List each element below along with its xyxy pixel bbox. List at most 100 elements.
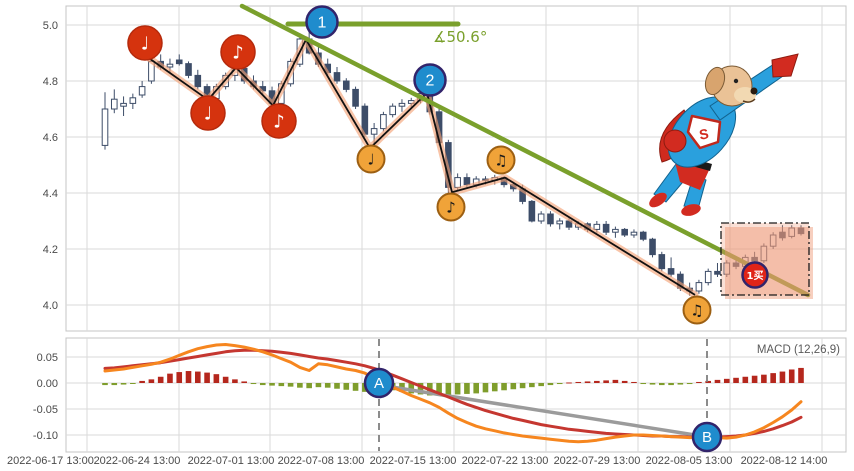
macd-histogram-bar <box>723 378 730 383</box>
macd-axis-tick: -0.05 <box>33 404 58 416</box>
candle-body <box>333 72 341 82</box>
macd-dea-line <box>103 348 803 439</box>
macd-histogram-bar <box>788 369 795 383</box>
orange-note-icon: ♪ <box>446 199 456 217</box>
macd-histogram-bar <box>686 383 693 385</box>
macd-histogram-bar <box>204 372 210 383</box>
dog-nose <box>750 87 758 95</box>
macd-dif-line <box>103 343 803 444</box>
macd-histogram-bar <box>482 383 489 393</box>
candle-body <box>194 74 202 88</box>
macd-histogram-bar <box>306 383 312 389</box>
macd-histogram-bar <box>538 383 544 387</box>
macd-histogram-bar <box>705 380 711 383</box>
macd-histogram-bar <box>436 383 442 396</box>
macd-histogram-bar <box>139 380 145 383</box>
buy-zone-shadow <box>725 227 813 299</box>
candle-body <box>639 231 647 240</box>
orange-note-marker[interactable] <box>486 145 516 175</box>
dog-eye <box>733 78 739 84</box>
red-note-marker[interactable] <box>127 25 163 61</box>
time-axis-tick: 2022-08-05 13:00 <box>646 455 733 467</box>
macd-histogram-bar <box>603 380 609 383</box>
candle-body <box>138 86 146 96</box>
time-axis-tick: 2022-07-29 13:00 <box>554 455 641 467</box>
macd-histogram-bar <box>250 383 257 385</box>
red-note-icon: ♩ <box>141 34 150 55</box>
candle-body <box>352 88 359 107</box>
macd-point-label: B <box>702 429 712 446</box>
macd-histogram-bar <box>278 383 285 387</box>
candle-body <box>612 228 619 233</box>
axis-labels-layer: 5.0 4.8 4.6 4.4 4.2 4.0 0.05 0.00 -0.05 -0.10 2022… <box>7 20 827 467</box>
macd-histogram-bar <box>798 367 804 383</box>
price-axis-tick: 4.6 <box>43 132 58 144</box>
candle-body <box>732 262 740 267</box>
red-note-marker[interactable] <box>220 34 256 70</box>
macd-histogram-bar <box>454 383 461 395</box>
macd-histogram-bar <box>659 383 665 386</box>
resistance-trendline[interactable] <box>239 3 811 298</box>
orange-note-marker[interactable] <box>682 295 712 325</box>
wave-number-label: 2 <box>426 73 435 90</box>
wave-number-marker-2[interactable] <box>413 63 447 97</box>
candle-body <box>695 282 703 292</box>
time-axis-tick: 2022-06-17 13:00 <box>7 455 94 467</box>
candle-body <box>166 63 174 68</box>
price-axis-tick: 4.4 <box>43 188 58 200</box>
candle-body <box>528 200 536 222</box>
candle-body <box>723 262 731 275</box>
candle-body <box>593 223 601 230</box>
macd-histogram-bar <box>621 380 628 383</box>
macd-point-marker-A[interactable] <box>363 367 395 399</box>
candle-body <box>630 231 638 236</box>
time-axis-tick: 2022-08-12 14:00 <box>741 455 828 467</box>
candle-body <box>649 238 656 256</box>
macd-histogram-bar <box>195 371 201 383</box>
macd-point-marker-B[interactable] <box>691 421 723 453</box>
macd-ab-trendline[interactable] <box>377 383 716 440</box>
macd-histogram-bar <box>751 375 758 383</box>
red-note-marker[interactable] <box>190 95 226 131</box>
macd-histogram-bar <box>584 381 591 383</box>
macd-histogram-bar <box>510 383 517 390</box>
macd-params-label: MACD (12,26,9) <box>757 344 840 356</box>
candle-body <box>797 227 805 235</box>
orange-note-marker[interactable] <box>356 144 386 174</box>
macd-histogram-bar <box>696 381 702 383</box>
macd-panel-border <box>65 337 847 453</box>
price-axis-tick: 4.0 <box>43 300 58 312</box>
dog-boot-front <box>681 204 701 216</box>
macd-histogram-bar <box>352 383 359 391</box>
price-axis-tick: 4.2 <box>43 244 58 256</box>
macd-histogram-bar <box>529 383 535 388</box>
candle-body <box>537 213 545 222</box>
macd-histogram-bar <box>176 372 183 383</box>
orange-note-marker[interactable] <box>436 192 466 222</box>
macd-histogram-bar <box>130 383 136 384</box>
macd-histogram-bar <box>408 383 415 394</box>
price-axis-tick: 5.0 <box>43 20 58 32</box>
macd-histogram-bar <box>649 383 656 385</box>
macd-histogram-bar <box>556 383 563 385</box>
macd-histogram-bar <box>148 379 155 383</box>
red-note-icon: ♪ <box>273 112 285 133</box>
candle-body <box>398 102 406 107</box>
macd-histogram-bar <box>501 383 507 391</box>
macd-histogram-bar <box>594 380 600 383</box>
time-axis-tick: 2022-07-15 13:00 <box>370 455 457 467</box>
dog-boot-rear <box>649 192 667 208</box>
wave-number-marker-1[interactable] <box>305 5 339 39</box>
time-axis-tick: 2022-07-08 13:00 <box>278 455 365 467</box>
candle-body <box>175 59 183 65</box>
macd-histogram-bar <box>232 379 238 383</box>
macd-histogram-bar <box>102 383 108 386</box>
candle-body <box>185 63 192 76</box>
macd-histogram-bar <box>241 381 247 383</box>
red-note-marker[interactable] <box>261 103 297 139</box>
candle-body <box>621 228 628 236</box>
macd-histogram-bar <box>222 376 229 383</box>
buy-signal-marker[interactable] <box>741 261 769 289</box>
macd-histogram-bar <box>111 383 118 386</box>
